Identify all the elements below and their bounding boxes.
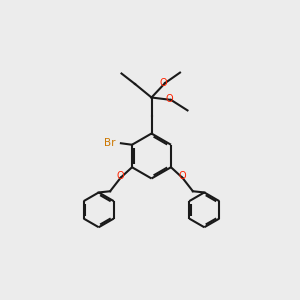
Text: O: O: [160, 78, 167, 88]
Text: O: O: [166, 94, 173, 104]
Text: O: O: [178, 171, 186, 181]
Text: Br: Br: [104, 138, 116, 148]
Text: O: O: [117, 171, 124, 181]
